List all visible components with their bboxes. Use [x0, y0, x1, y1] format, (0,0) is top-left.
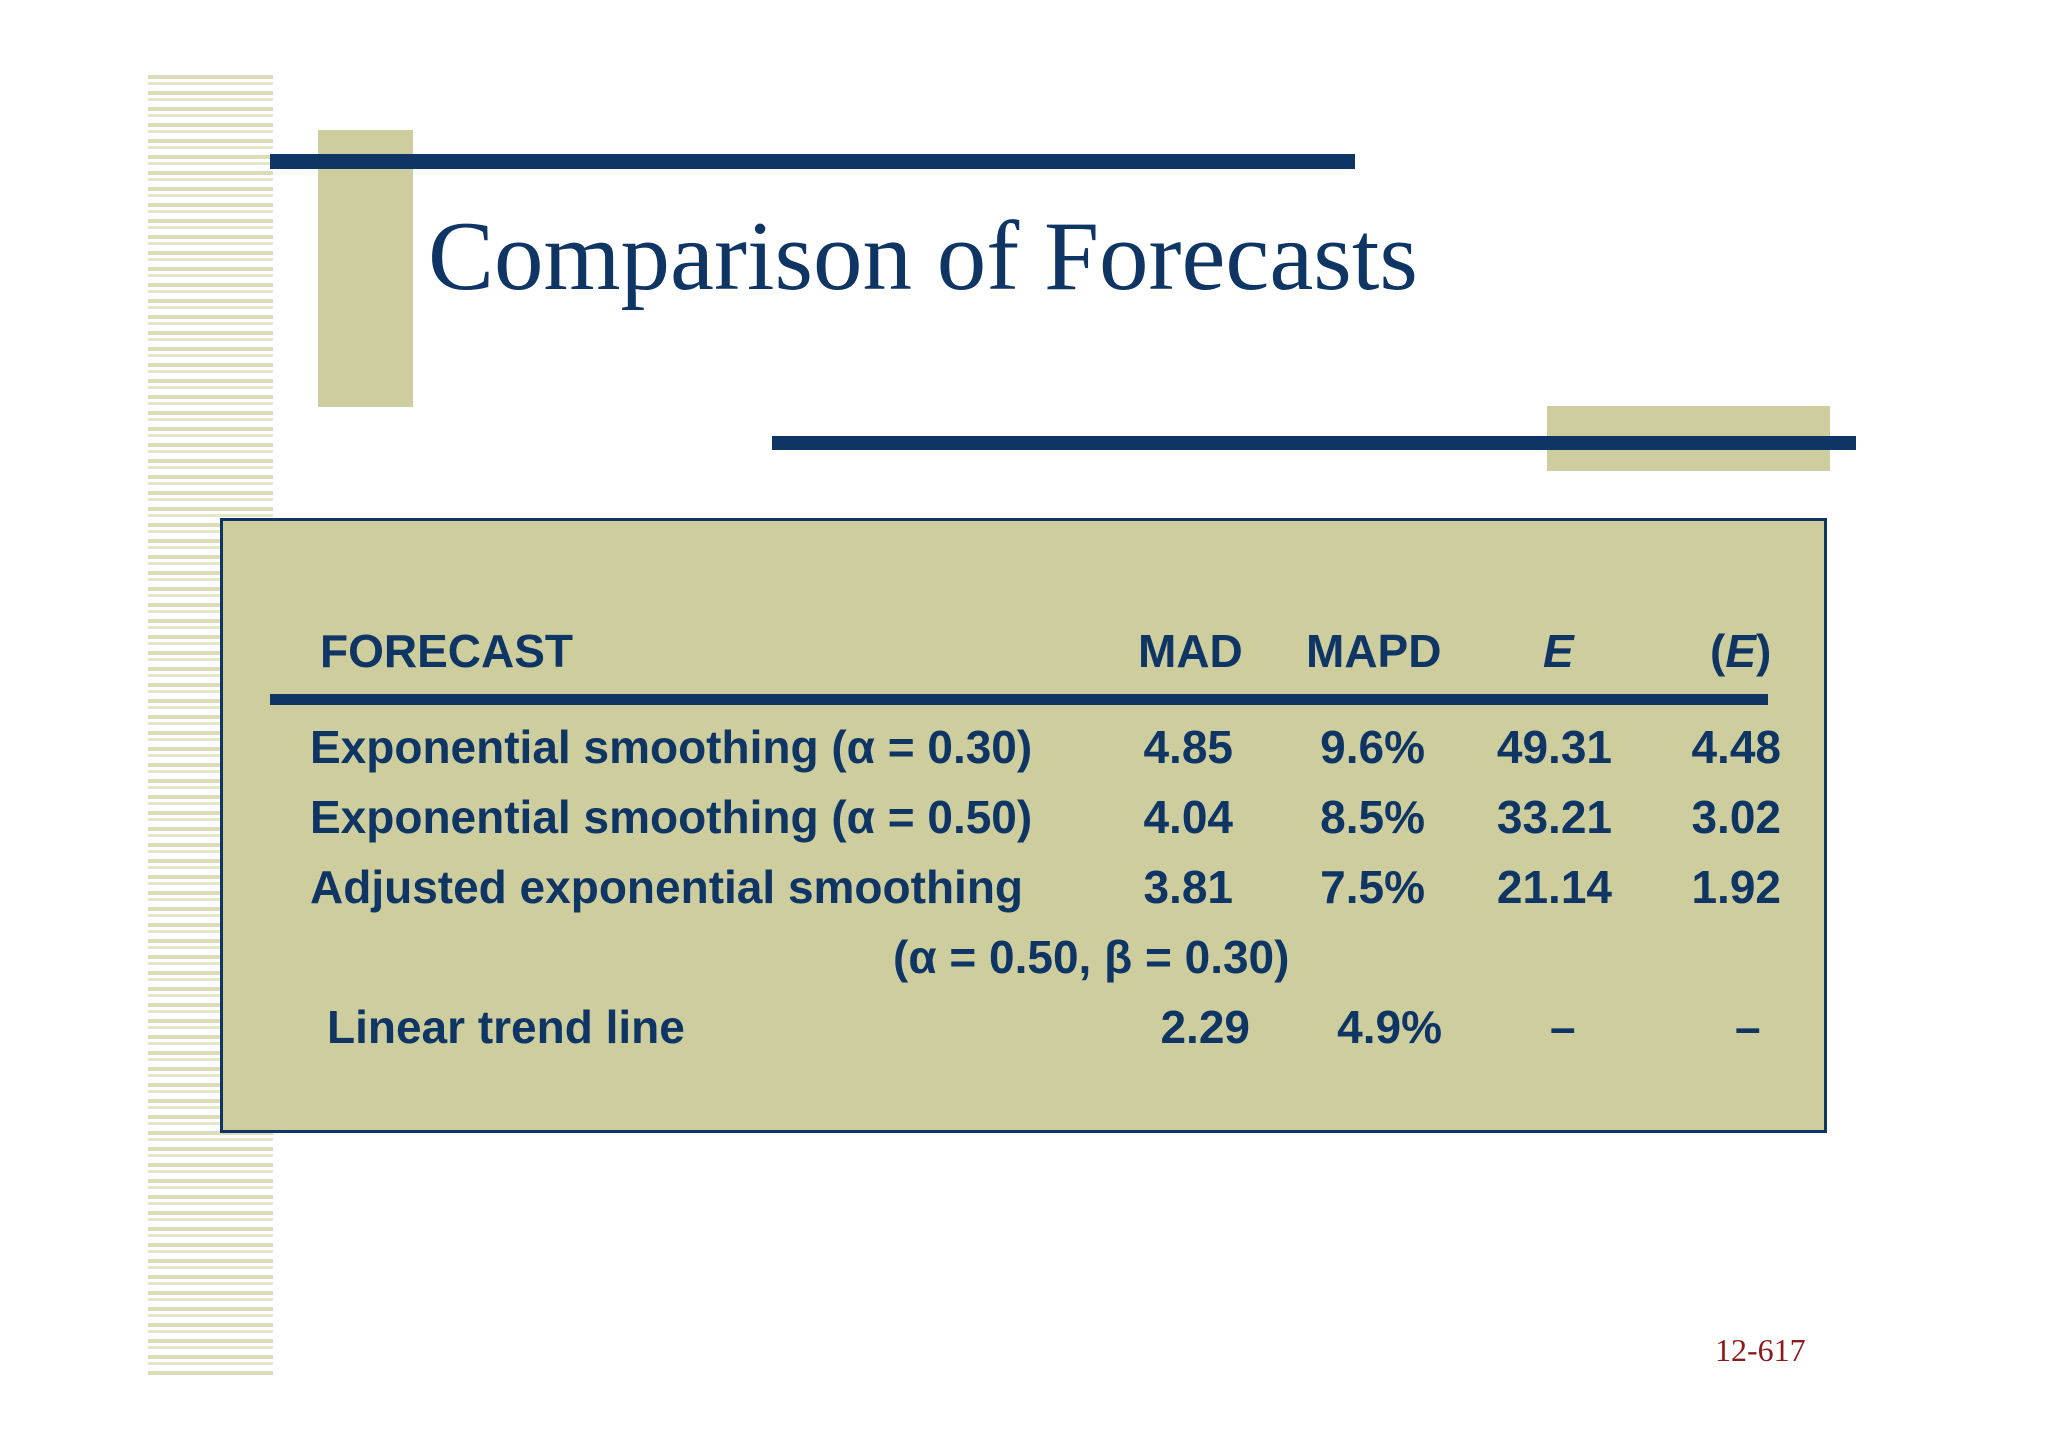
decorative-olive-block-top — [318, 130, 413, 407]
row-1-e-bar: 4.48 — [1691, 721, 1781, 773]
decorative-navy-line-right — [772, 436, 1856, 450]
row-3-mad: 3.81 — [1143, 861, 1233, 913]
row-4-forecast: Linear trend line — [327, 1001, 685, 1053]
row-4-e-bar: – — [1735, 1001, 1761, 1053]
header-mapd: MAPD — [1306, 625, 1442, 677]
header-e-bar-open: ( — [1710, 625, 1726, 677]
header-e-bar-close: ) — [1756, 625, 1772, 677]
row-4-mad: 2.29 — [1160, 1001, 1250, 1053]
slide-title: Comparison of Forecasts — [428, 202, 1418, 311]
row-1-mad: 4.85 — [1143, 721, 1233, 773]
header-forecast: FORECAST — [320, 625, 573, 677]
row-1-e: 49.31 — [1496, 721, 1612, 773]
slide-number: 12-617 — [1715, 1332, 1806, 1368]
row-3-e: 21.14 — [1496, 861, 1612, 913]
row-3-parameters: (α = 0.50, β = 0.30) — [893, 931, 1290, 983]
row-1-mapd: 9.6% — [1320, 721, 1425, 773]
row-1-forecast: Exponential smoothing (α = 0.30) — [310, 721, 1033, 773]
row-2-mapd: 8.5% — [1320, 791, 1425, 843]
row-2-e: 33.21 — [1496, 791, 1612, 843]
header-e-bar-letter: E — [1725, 625, 1757, 677]
row-2-mad: 4.04 — [1143, 791, 1233, 843]
decorative-navy-line-top — [270, 154, 1355, 169]
row-2-forecast: Exponential smoothing (α = 0.50) — [310, 791, 1033, 843]
row-4-e: – — [1550, 1001, 1576, 1053]
row-3-e-bar: 1.92 — [1691, 861, 1781, 913]
header-e: E — [1543, 625, 1574, 677]
header-e-bar: (E) — [1710, 628, 1771, 674]
row-4-mapd: 4.9% — [1337, 1001, 1442, 1053]
row-3-mapd: 7.5% — [1320, 861, 1425, 913]
header-rule — [270, 694, 1768, 705]
row-2-e-bar: 3.02 — [1691, 791, 1781, 843]
header-mad: MAD — [1138, 625, 1243, 677]
forecast-comparison-table — [220, 518, 1827, 1133]
row-3-forecast: Adjusted exponential smoothing — [310, 861, 1024, 913]
